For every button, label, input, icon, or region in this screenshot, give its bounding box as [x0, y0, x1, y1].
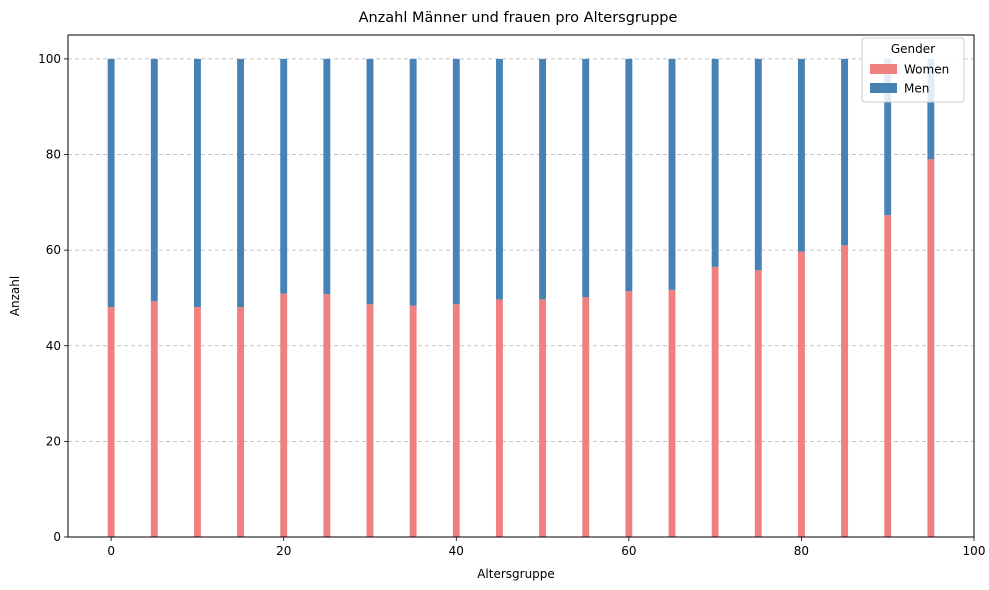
chart-title: Anzahl Männer und frauen pro Altersgrupp…: [359, 10, 678, 26]
bar-women-50: [539, 299, 547, 537]
y-tick-label: 20: [46, 434, 61, 448]
bar-men-70: [711, 58, 719, 267]
legend-swatch-men: [870, 83, 897, 93]
bar-women-25: [323, 294, 331, 537]
bar-women-10: [193, 307, 201, 537]
y-tick-label: 60: [46, 243, 61, 257]
bar-women-40: [452, 304, 460, 537]
bar-women-5: [150, 301, 158, 537]
bar-women-30: [366, 304, 374, 537]
plot-frame: [67, 34, 975, 538]
bar-women-0: [107, 307, 115, 537]
y-tick-label: 80: [46, 148, 61, 162]
bar-men-90: [884, 58, 892, 216]
bar-women-95: [927, 159, 935, 538]
bar-women-15: [237, 307, 245, 537]
bar-women-60: [625, 291, 633, 537]
legend-label-men: Men: [904, 82, 929, 96]
bar-men-75: [754, 58, 762, 271]
y-tick-label: 100: [38, 52, 61, 66]
bar-men-45: [495, 58, 503, 300]
y-axis-ticks: 0 20 40 60 80 100: [38, 52, 68, 544]
bar-men-60: [625, 58, 633, 292]
bar-men-25: [323, 58, 331, 295]
x-tick-label: 100: [963, 544, 986, 558]
bar-men-65: [668, 58, 676, 290]
bars: [107, 58, 935, 538]
bar-women-85: [841, 245, 849, 537]
x-axis-label: Altersgruppe: [477, 567, 555, 581]
bar-men-40: [452, 58, 460, 305]
bar-men-95: [927, 58, 935, 160]
bar-men-5: [150, 58, 158, 302]
bar-women-65: [668, 289, 676, 537]
x-tick-label: 0: [107, 544, 115, 558]
y-tick-label: 40: [46, 339, 61, 353]
legend: Gender Women Men: [861, 37, 965, 103]
legend-label-women: Women: [904, 63, 949, 77]
x-tick-label: 20: [276, 544, 291, 558]
bar-men-10: [193, 58, 201, 308]
bar-men-20: [280, 58, 288, 294]
bar-men-0: [107, 58, 115, 308]
legend-title: Gender: [891, 42, 935, 56]
x-tick-label: 80: [794, 544, 809, 558]
y-tick-label: 0: [53, 530, 61, 544]
bar-men-30: [366, 58, 374, 305]
bar-women-20: [280, 293, 288, 537]
bar-women-75: [754, 270, 762, 537]
bar-women-45: [495, 299, 503, 537]
y-axis-label: Anzahl: [8, 276, 22, 316]
bar-women-80: [797, 251, 805, 537]
bar-women-90: [884, 215, 892, 538]
grid-lines: [68, 58, 974, 442]
bar-men-50: [539, 58, 547, 300]
bar-women-70: [711, 266, 719, 537]
x-tick-label: 60: [621, 544, 636, 558]
bar-men-80: [797, 58, 805, 252]
x-tick-label: 40: [449, 544, 464, 558]
bar-men-85: [841, 58, 849, 246]
legend-swatch-women: [870, 64, 897, 74]
bar-women-35: [409, 305, 417, 537]
bar-men-35: [409, 58, 417, 306]
bar-women-55: [582, 296, 590, 537]
bar-men-15: [237, 58, 245, 308]
bar-men-55: [582, 58, 590, 297]
x-axis-ticks: 0 20 40 60 80 100: [107, 537, 985, 558]
